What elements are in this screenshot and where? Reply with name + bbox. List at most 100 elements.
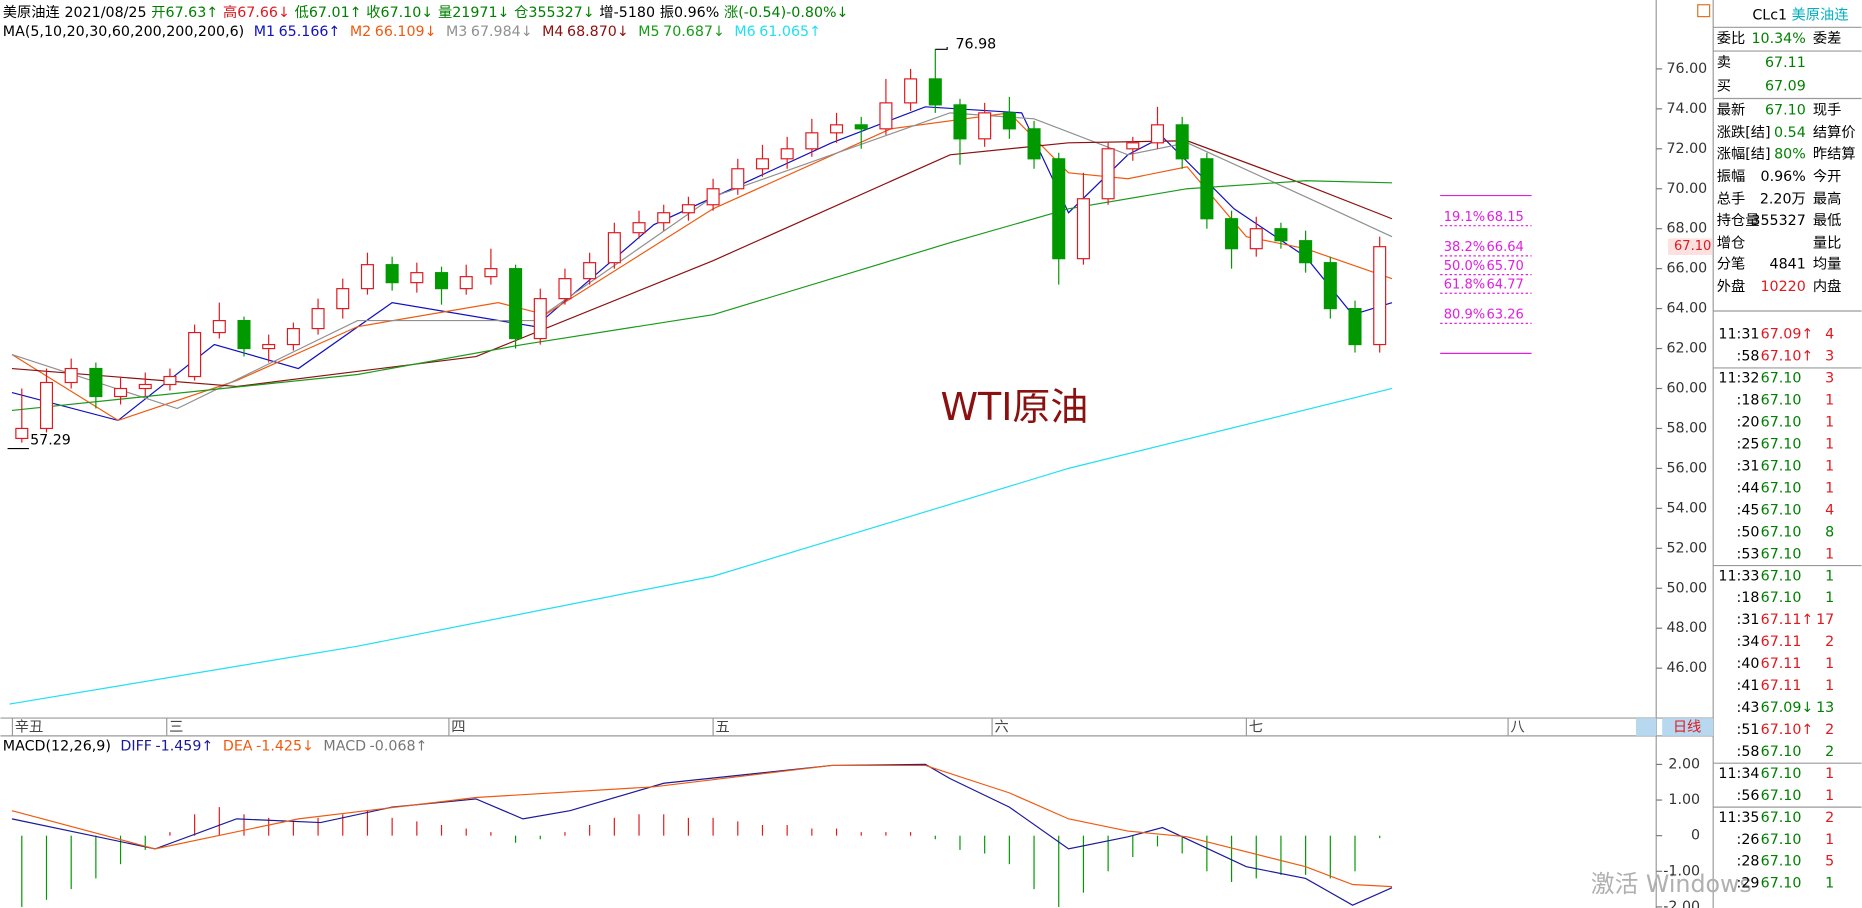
period-label[interactable]: 日线 [1673,719,1701,736]
trade-price: 67.10 [1761,393,1802,409]
quote-label: 内盘 [1813,277,1841,295]
month-label: 辛丑 [15,719,43,736]
trade-time: :41 [1737,678,1760,694]
candle-body [731,168,745,190]
quote-label: 买 [1717,78,1731,95]
quote-label: 最低 [1813,212,1841,229]
candle-body [262,343,276,350]
quote-label: 委差 [1813,30,1841,47]
trade-time: :53 [1737,546,1760,562]
candle-body [607,232,621,264]
legend-name: M6 [734,24,755,40]
trade-time: :18 [1737,590,1760,606]
quote-label: 涨跌[结] [1717,124,1771,141]
trade-time: :43 [1737,700,1760,716]
trade-volume: 8 [1825,524,1834,540]
quote-label: 总手 [1717,190,1745,207]
window-icon[interactable] [1697,4,1711,18]
trade-price: 67.10 [1761,480,1802,496]
y-tick-label: 2.00 [1668,756,1700,772]
header-item: 振0.96% [660,4,719,21]
candle-body [780,148,794,160]
y-tick-label: 52.00 [1666,540,1707,556]
candle-body [657,212,671,224]
trade-price: 67.10↑ [1761,722,1814,738]
trade-volume: 4 [1825,502,1834,518]
panel-name: 美原油连 [1792,6,1849,23]
candle-body [681,204,695,214]
trade-volume: 2 [1825,722,1834,738]
trade-volume: 3 [1825,349,1834,365]
candle-body [114,387,128,398]
candle-body [89,367,103,398]
fib-price: 68.15 [1486,210,1523,225]
quote-label: 最高 [1813,190,1841,207]
y-tick-label: 58.00 [1666,420,1707,436]
legend-value: 61.065↑ [759,24,821,40]
scroll-button[interactable] [1636,718,1657,736]
candle-body [15,427,29,440]
fib-price: 64.77 [1486,277,1523,292]
trade-volume: 2 [1825,810,1834,826]
ma-line [11,180,1393,412]
y-tick-label: 56.00 [1666,460,1707,476]
trade-time: :31 [1737,612,1760,628]
trade-time: :20 [1737,415,1760,431]
trade-price: 67.10 [1761,590,1802,606]
fib-price: 65.70 [1486,259,1523,274]
quote-label: 增仓 [1717,234,1745,251]
candle-body [336,288,350,310]
legend-value: 65.166↑ [279,24,341,40]
quote-value: 355327 [1751,213,1805,229]
legend-name: MACD [323,739,366,755]
month-label: 七 [1249,719,1263,736]
y-tick-label: -2.00 [1663,899,1700,908]
y-tick-label: 46.00 [1666,660,1707,676]
candle-body [434,272,449,290]
trade-price: 67.10 [1761,371,1802,387]
trade-price: 67.10 [1761,524,1802,540]
candle-body [879,102,893,130]
period-tab[interactable] [1662,718,1714,736]
legend-name: M4 [542,24,563,40]
quote-label: 委比 [1717,30,1745,47]
candle-body [484,268,498,278]
fib-pct: 61.8% [1444,277,1485,292]
y-tick-label: 70.00 [1666,181,1707,197]
fib-pct: 80.9% [1444,308,1485,323]
trade-volume: 1 [1825,568,1834,584]
trade-volume: 1 [1825,678,1834,694]
trade-volume: 1 [1825,415,1834,431]
quote-value: 10220 [1760,279,1805,295]
trade-price: 67.10 [1761,854,1802,870]
candle-body [583,262,597,280]
quote-value: 80% [1774,146,1806,162]
trade-price: 67.09↑ [1761,327,1814,343]
candle-body [632,222,646,234]
y-tick-label: 74.00 [1666,101,1707,117]
y-tick-label: 1.00 [1668,792,1700,808]
header-item: 美原油连 [3,4,60,21]
month-label: 三 [169,720,183,736]
trade-time: :18 [1737,393,1760,409]
trade-time: 11:34 [1718,766,1759,782]
trade-volume: 1 [1825,766,1834,782]
candle-body [138,383,152,390]
y-tick-label: 50.00 [1666,580,1707,596]
legend-name: M3 [446,24,467,40]
trade-price: 67.10 [1761,810,1802,826]
trade-time: :29 [1737,876,1760,892]
trade-volume: 1 [1825,480,1834,496]
trade-time: 11:32 [1718,371,1759,387]
trade-time: :31 [1737,458,1760,474]
high-pointer [935,46,948,50]
legend-name: DEA [223,739,253,755]
trade-time: :34 [1737,634,1760,650]
quote-value: 67.10 [1765,102,1806,118]
macd-title: MACD(12,26,9) [3,739,111,755]
trade-price: 67.10 [1761,568,1802,584]
trade-volume: 1 [1825,656,1834,672]
candle-body [706,188,720,206]
quote-label: 分笔 [1717,256,1745,273]
